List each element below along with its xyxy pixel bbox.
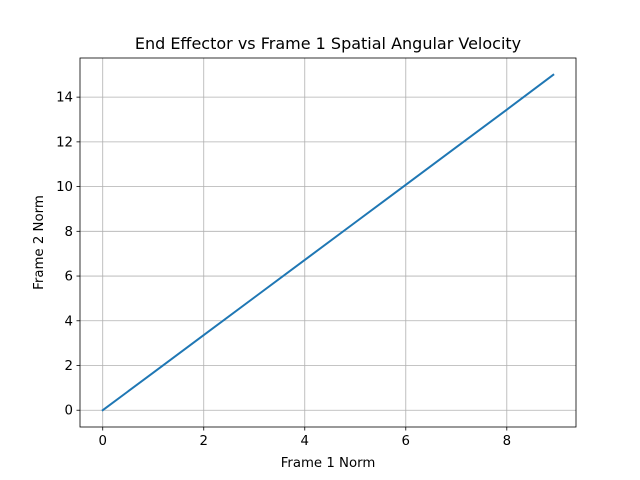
x-tick-label: 6 bbox=[402, 434, 410, 449]
x-tick-label: 0 bbox=[98, 434, 106, 449]
plot-area-frame bbox=[79, 57, 577, 428]
series-layer bbox=[101, 73, 555, 412]
x-tick-label: 4 bbox=[301, 434, 309, 449]
y-tick-label: 0 bbox=[65, 404, 73, 419]
ticks: 0 2 4 6 8 0 2 4 6 8 10 12 14 bbox=[56, 91, 511, 449]
x-tick-label: 8 bbox=[503, 434, 511, 449]
y-tick-label: 4 bbox=[65, 314, 73, 329]
y-axis-label: Frame 2 Norm bbox=[32, 195, 47, 290]
x-axis-label: Frame 1 Norm bbox=[281, 456, 376, 471]
y-tick-label: 10 bbox=[56, 180, 73, 195]
x-tick-label: 2 bbox=[200, 434, 208, 449]
grid bbox=[80, 58, 576, 427]
series-line-1 bbox=[101, 73, 555, 412]
y-tick-label: 2 bbox=[65, 359, 73, 374]
y-tick-label: 14 bbox=[56, 91, 73, 106]
y-tick-label: 6 bbox=[65, 270, 73, 285]
y-tick-label: 8 bbox=[65, 225, 73, 240]
y-tick-label: 12 bbox=[56, 135, 73, 150]
chart-title: End Effector vs Frame 1 Spatial Angular … bbox=[135, 34, 521, 53]
